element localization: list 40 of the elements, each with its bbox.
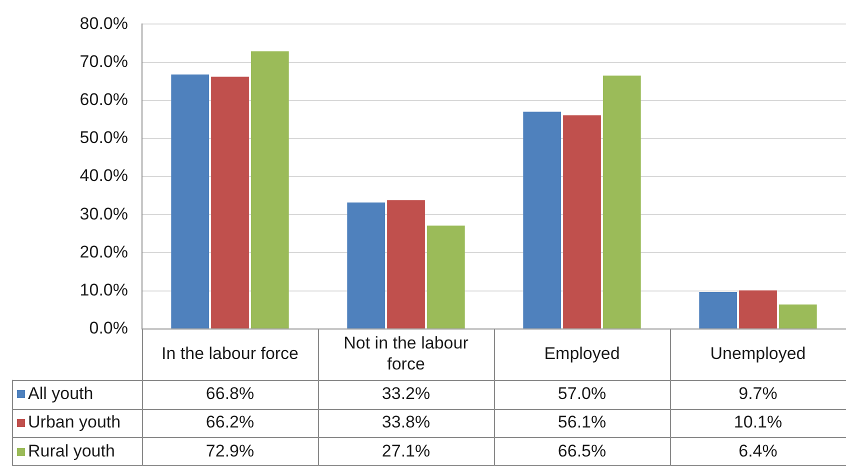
data-label: 10.1% <box>734 412 782 432</box>
y-tick-label: 0.0% <box>89 318 128 338</box>
data-label: 57.0% <box>558 384 606 403</box>
y-tick-label: 30.0% <box>80 204 128 224</box>
x-tick-label: Not in the labour force <box>344 334 469 374</box>
bar <box>739 290 777 328</box>
x-tick-label: In the labour force <box>161 344 299 364</box>
data-label: 72.9% <box>206 441 254 460</box>
bar <box>426 226 465 328</box>
legend-label: All youth <box>28 384 94 403</box>
bar <box>211 76 249 328</box>
bar <box>699 292 738 328</box>
data-label: 9.7% <box>738 384 778 403</box>
y-tick-label: 60.0% <box>80 90 128 110</box>
bar <box>250 51 289 328</box>
legend-label: Urban youth <box>28 412 121 432</box>
x-tick-label: Employed <box>544 344 620 364</box>
y-tick-label: 80.0% <box>80 14 128 33</box>
bar <box>387 200 425 328</box>
data-label: 33.8% <box>382 412 430 432</box>
legend-label: Rural youth <box>28 441 115 460</box>
data-label: 6.4% <box>738 441 778 460</box>
y-tick-label: 20.0% <box>80 242 128 262</box>
bar <box>347 202 386 328</box>
data-label: 66.5% <box>558 441 606 460</box>
bar <box>563 115 601 328</box>
y-tick-label: 40.0% <box>80 166 128 186</box>
bar <box>171 74 210 328</box>
bar <box>778 304 817 328</box>
data-label: 27.1% <box>382 441 430 460</box>
y-tick-label: 10.0% <box>80 280 128 300</box>
y-tick-label: 50.0% <box>80 128 128 148</box>
y-tick-label: 70.0% <box>80 52 128 71</box>
x-tick-label: Unemployed <box>710 344 806 364</box>
bar <box>523 112 562 328</box>
data-label: 66.8% <box>206 384 254 403</box>
data-label: 66.2% <box>206 412 254 432</box>
bar <box>602 76 641 328</box>
data-label: 33.2% <box>382 384 430 403</box>
data-label: 56.1% <box>558 412 606 432</box>
